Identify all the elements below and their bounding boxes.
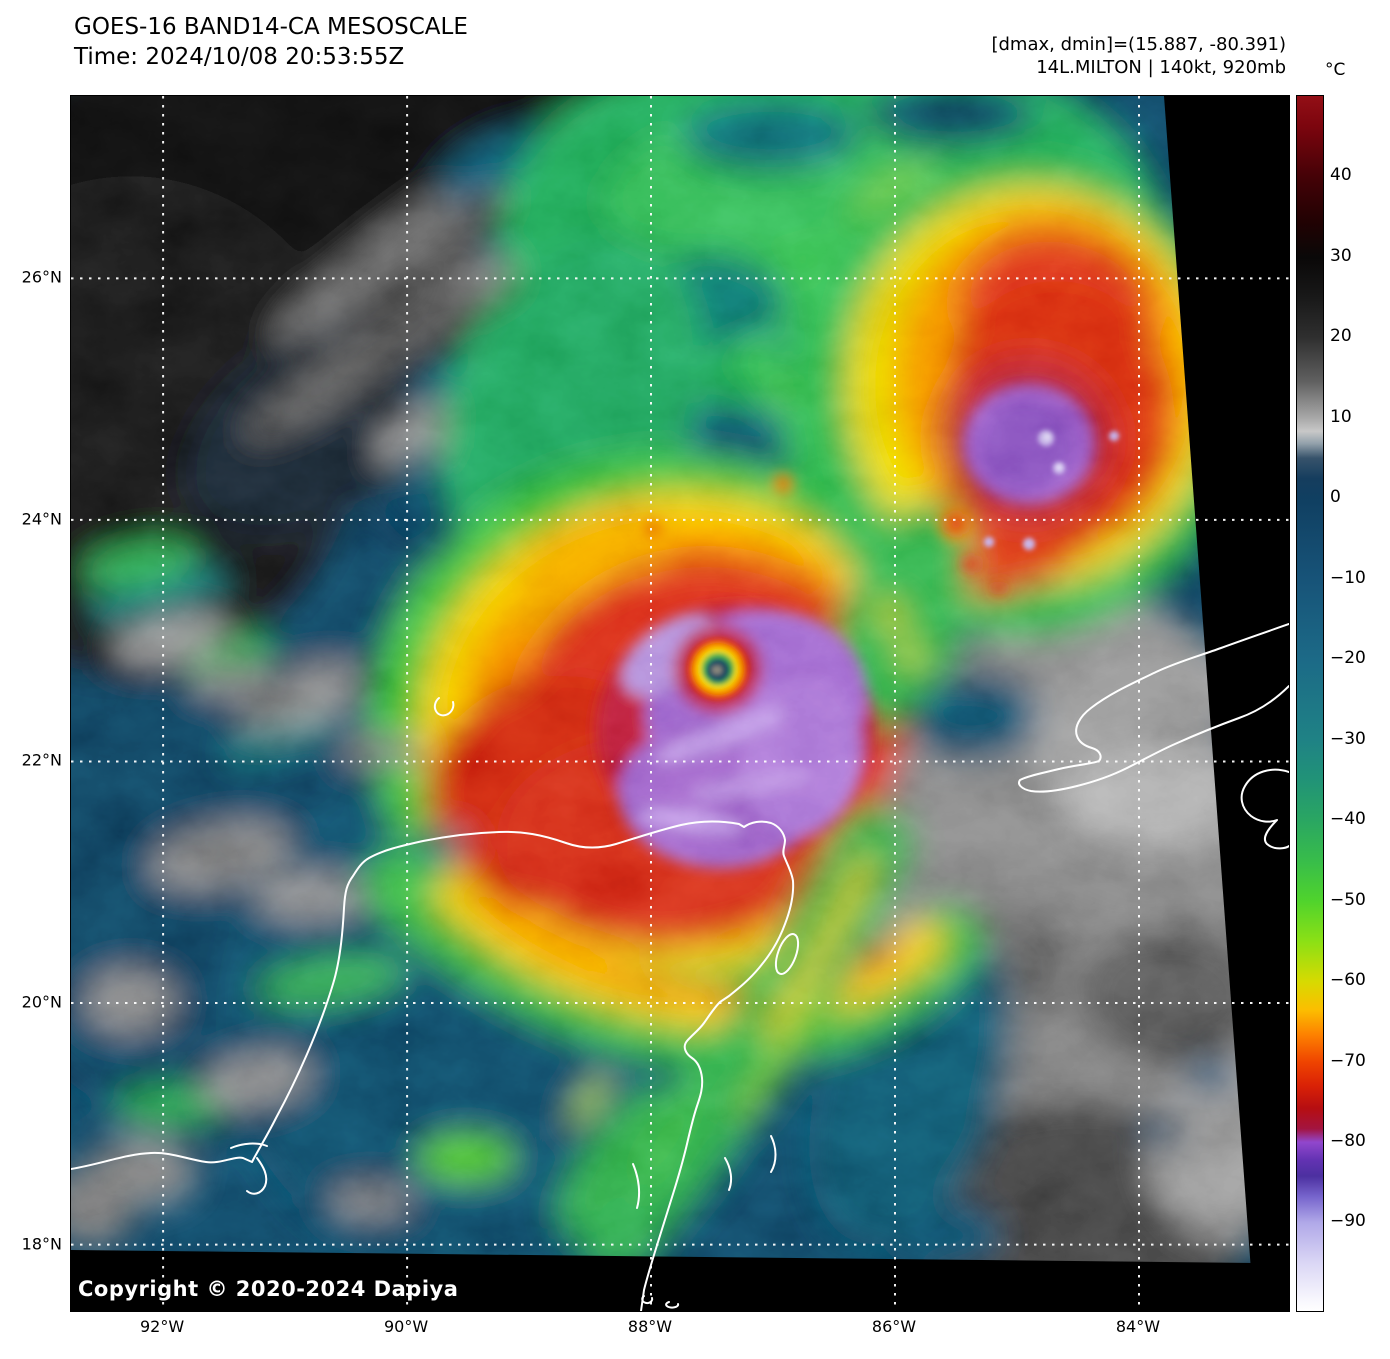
lon-tick-label: 88°W: [627, 1317, 673, 1336]
alacranes-reef: [433, 697, 455, 717]
lat-tick-label: 22°N: [21, 750, 62, 770]
coastline-yucatan: [71, 820, 795, 1311]
satellite-map: [70, 95, 1290, 1312]
bottom-islets: [641, 1295, 680, 1309]
colorbar-tick: −20: [1330, 648, 1366, 669]
product-title: GOES-16 BAND14-CA MESOSCALE: [74, 14, 468, 40]
colorbar-tick: −80: [1330, 1131, 1366, 1152]
swath-edge-right: [1164, 96, 1289, 1311]
longitude-axis-labels: 92°W 90°W 88°W 86°W 84°W: [70, 1317, 1288, 1341]
lat-tick-label: 18°N: [21, 1234, 62, 1254]
lat-tick-label: 20°N: [21, 992, 62, 1012]
colorbar-unit-label: °C: [1325, 60, 1346, 80]
colorbar: [1296, 95, 1324, 1312]
colorbar-tick: −90: [1330, 1211, 1366, 1232]
coastlines: [71, 623, 1289, 1311]
colorbar-tick: 30: [1330, 245, 1352, 266]
lon-tick-label: 92°W: [140, 1317, 185, 1336]
page-title: GOES-16 BAND14-CA MESOSCALE Time: 2024/1…: [74, 12, 468, 72]
dmax-dmin-text: [dmax, dmin]=(15.887, -80.391): [991, 34, 1286, 55]
timestamp: Time: 2024/10/08 20:53:55Z: [74, 44, 405, 70]
annotation-block: [dmax, dmin]=(15.887, -80.391) 14L.MILTO…: [991, 33, 1286, 79]
colorbar-tick: −30: [1330, 728, 1366, 749]
noise-texture-2: [71, 96, 1289, 1311]
colorbar-tick: 40: [1330, 165, 1352, 186]
lon-tick-label: 86°W: [871, 1317, 917, 1336]
lon-tick-label: 84°W: [1115, 1317, 1161, 1336]
coastline-terminos-lagoon: [230, 1142, 268, 1195]
isla-juventud: [1240, 768, 1289, 850]
swath-edge-bottom: [71, 1250, 1254, 1311]
colorbar-tick: 10: [1330, 406, 1352, 427]
satellite-image: [71, 96, 1289, 1311]
latitude-axis-labels: 26°N 24°N 22°N 20°N 18°N: [0, 95, 62, 1310]
colorbar-tick: −10: [1330, 567, 1366, 588]
colorbar-tick: −50: [1330, 889, 1366, 910]
lat-tick-label: 26°N: [21, 267, 62, 287]
colorbar-tick-labels: 40 30 20 10 0 −10 −20 −30 −40 −50 −60 −70 −80 −90: [1330, 95, 1386, 1310]
colorbar-tick: −60: [1330, 970, 1366, 991]
coastline-cuba: [1018, 623, 1289, 793]
colorbar-tick: −40: [1330, 809, 1366, 830]
lat-tick-label: 24°N: [21, 509, 62, 529]
cozumel-island: [774, 933, 800, 975]
copyright-text: Copyright © 2020-2024 Dapiya: [78, 1277, 459, 1301]
lon-tick-label: 90°W: [383, 1317, 429, 1336]
colorbar-tick: 20: [1330, 326, 1352, 347]
storm-info-text: 14L.MILTON | 140kt, 920mb: [1036, 57, 1286, 78]
colorbar-tick: 0: [1330, 487, 1341, 508]
colorbar-tick: −70: [1330, 1050, 1366, 1071]
belize-cays: [632, 1135, 777, 1209]
